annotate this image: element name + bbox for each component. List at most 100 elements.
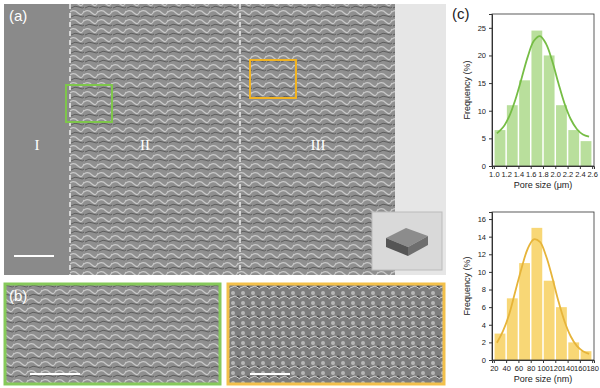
y-tick-mark (489, 342, 492, 343)
y-axis-title: Frequency (%) (462, 60, 472, 119)
fit-curve (497, 239, 589, 354)
micrograph-b-yellow (228, 284, 444, 384)
histogram: 1.01.21.41.61.82.02.22.42.60510152025Por… (462, 14, 598, 190)
figure: (a)IIIIII(b)(c)1.01.21.41.61.82.02.22.42… (0, 0, 600, 388)
y-tick-label: 8 (482, 285, 486, 294)
x-tick-label: 80 (527, 364, 535, 373)
x-tick-label: 140 (562, 364, 575, 373)
y-tick-mark (489, 290, 492, 291)
y-tick-mark (489, 166, 492, 167)
scale-bar (30, 373, 80, 375)
inset-photo (372, 212, 442, 270)
inset-sample (408, 236, 428, 256)
histogram: 204060801001201401601800246810121416Pore… (462, 212, 599, 384)
x-tick: 60 (515, 360, 523, 373)
bar (495, 130, 506, 166)
region-label: III (311, 137, 326, 153)
panel-label: (c) (452, 5, 470, 22)
y-tick-label: 12 (478, 250, 486, 259)
x-tick: 2.2 (563, 166, 573, 179)
x-tick-label: 1.6 (526, 170, 536, 179)
y-tick-mark (489, 272, 492, 273)
inset-sample (386, 238, 408, 256)
x-tick: 1.6 (526, 166, 536, 179)
y-tick: 4 (482, 321, 492, 330)
x-tick: 1.4 (514, 166, 524, 179)
y-tick-label: 5 (482, 134, 486, 143)
x-tick: 160 (574, 360, 587, 373)
x-tick: 100 (537, 360, 550, 373)
y-tick: 25 (478, 24, 492, 33)
x-tick-label: 160 (574, 364, 587, 373)
y-tick-label: 0 (482, 356, 486, 365)
y-tick-label: 2 (482, 338, 486, 347)
y-tick: 14 (478, 233, 492, 242)
bar (507, 105, 518, 166)
region-label: I (35, 137, 40, 153)
y-tick: 15 (478, 79, 492, 88)
y-tick-mark (489, 237, 492, 238)
y-axis-line (489, 15, 493, 167)
scale-bar (250, 373, 290, 375)
y-tick: 12 (478, 250, 492, 259)
substrate-region (4, 4, 70, 275)
panel-label: (b) (9, 287, 27, 304)
y-tick: 2 (482, 338, 492, 347)
x-tick: 1.2 (501, 166, 511, 179)
x-tick: 2.4 (575, 166, 585, 179)
x-tick: 2.0 (551, 166, 561, 179)
micrograph-b-green (5, 284, 220, 384)
x-tick: 1.8 (538, 166, 548, 179)
x-tick-label: 1.2 (501, 170, 511, 179)
y-tick-label: 6 (482, 303, 486, 312)
bar (531, 228, 542, 360)
y-axis: 0 5 10 15 20 25 (478, 15, 493, 171)
plot-area (495, 31, 592, 166)
micrograph-a (4, 4, 446, 275)
y-tick: 10 (478, 107, 492, 116)
y-tick: 6 (482, 303, 492, 312)
x-tick-label: 40 (502, 364, 510, 373)
x-tick-label: 2.6 (587, 170, 597, 179)
fit-curve (497, 36, 589, 137)
y-tick: 8 (482, 285, 492, 294)
bar (568, 130, 579, 166)
y-tick-mark (489, 360, 492, 361)
y-axis: 0246810121416 (478, 213, 493, 365)
x-axis: 20406080100120140160180 (490, 360, 599, 373)
bar (556, 105, 567, 166)
y-axis-line (489, 213, 493, 361)
x-tick: 180 (586, 360, 599, 373)
y-tick-mark (489, 83, 492, 84)
x-tick-label: 180 (586, 364, 599, 373)
x-tick-label: 1.0 (489, 170, 499, 179)
y-tick: 16 (478, 215, 492, 224)
x-tick-label: 120 (550, 364, 563, 373)
y-tick-mark (489, 254, 492, 255)
x-tick-label: 2.4 (575, 170, 585, 179)
x-axis-title: Pore size (μm) (514, 180, 573, 190)
plot-frame (492, 14, 594, 166)
y-tick-mark (489, 28, 492, 29)
y-tick-mark (489, 325, 492, 326)
zoom-box-yellow (250, 60, 296, 98)
y-tick-mark (489, 138, 492, 139)
y-tick: 0 (482, 162, 492, 171)
bar (531, 31, 542, 166)
y-tick-label: 20 (478, 51, 486, 60)
x-axis: 1.01.21.41.61.82.02.22.42.6 (489, 166, 598, 179)
y-tick-label: 15 (478, 79, 486, 88)
plot-area (495, 228, 592, 360)
x-tick-label: 2.2 (563, 170, 573, 179)
bar (544, 281, 555, 360)
zoom-box-green (66, 85, 112, 122)
y-axis-title: Frequency (%) (462, 256, 472, 315)
region-divider (239, 4, 240, 275)
x-tick: 1.0 (489, 166, 499, 179)
y-tick-mark (489, 219, 492, 220)
x-tick: 80 (527, 360, 535, 373)
y-tick: 5 (482, 134, 492, 143)
y-tick-label: 4 (482, 321, 486, 330)
bar (519, 263, 530, 360)
x-tick-label: 1.8 (538, 170, 548, 179)
